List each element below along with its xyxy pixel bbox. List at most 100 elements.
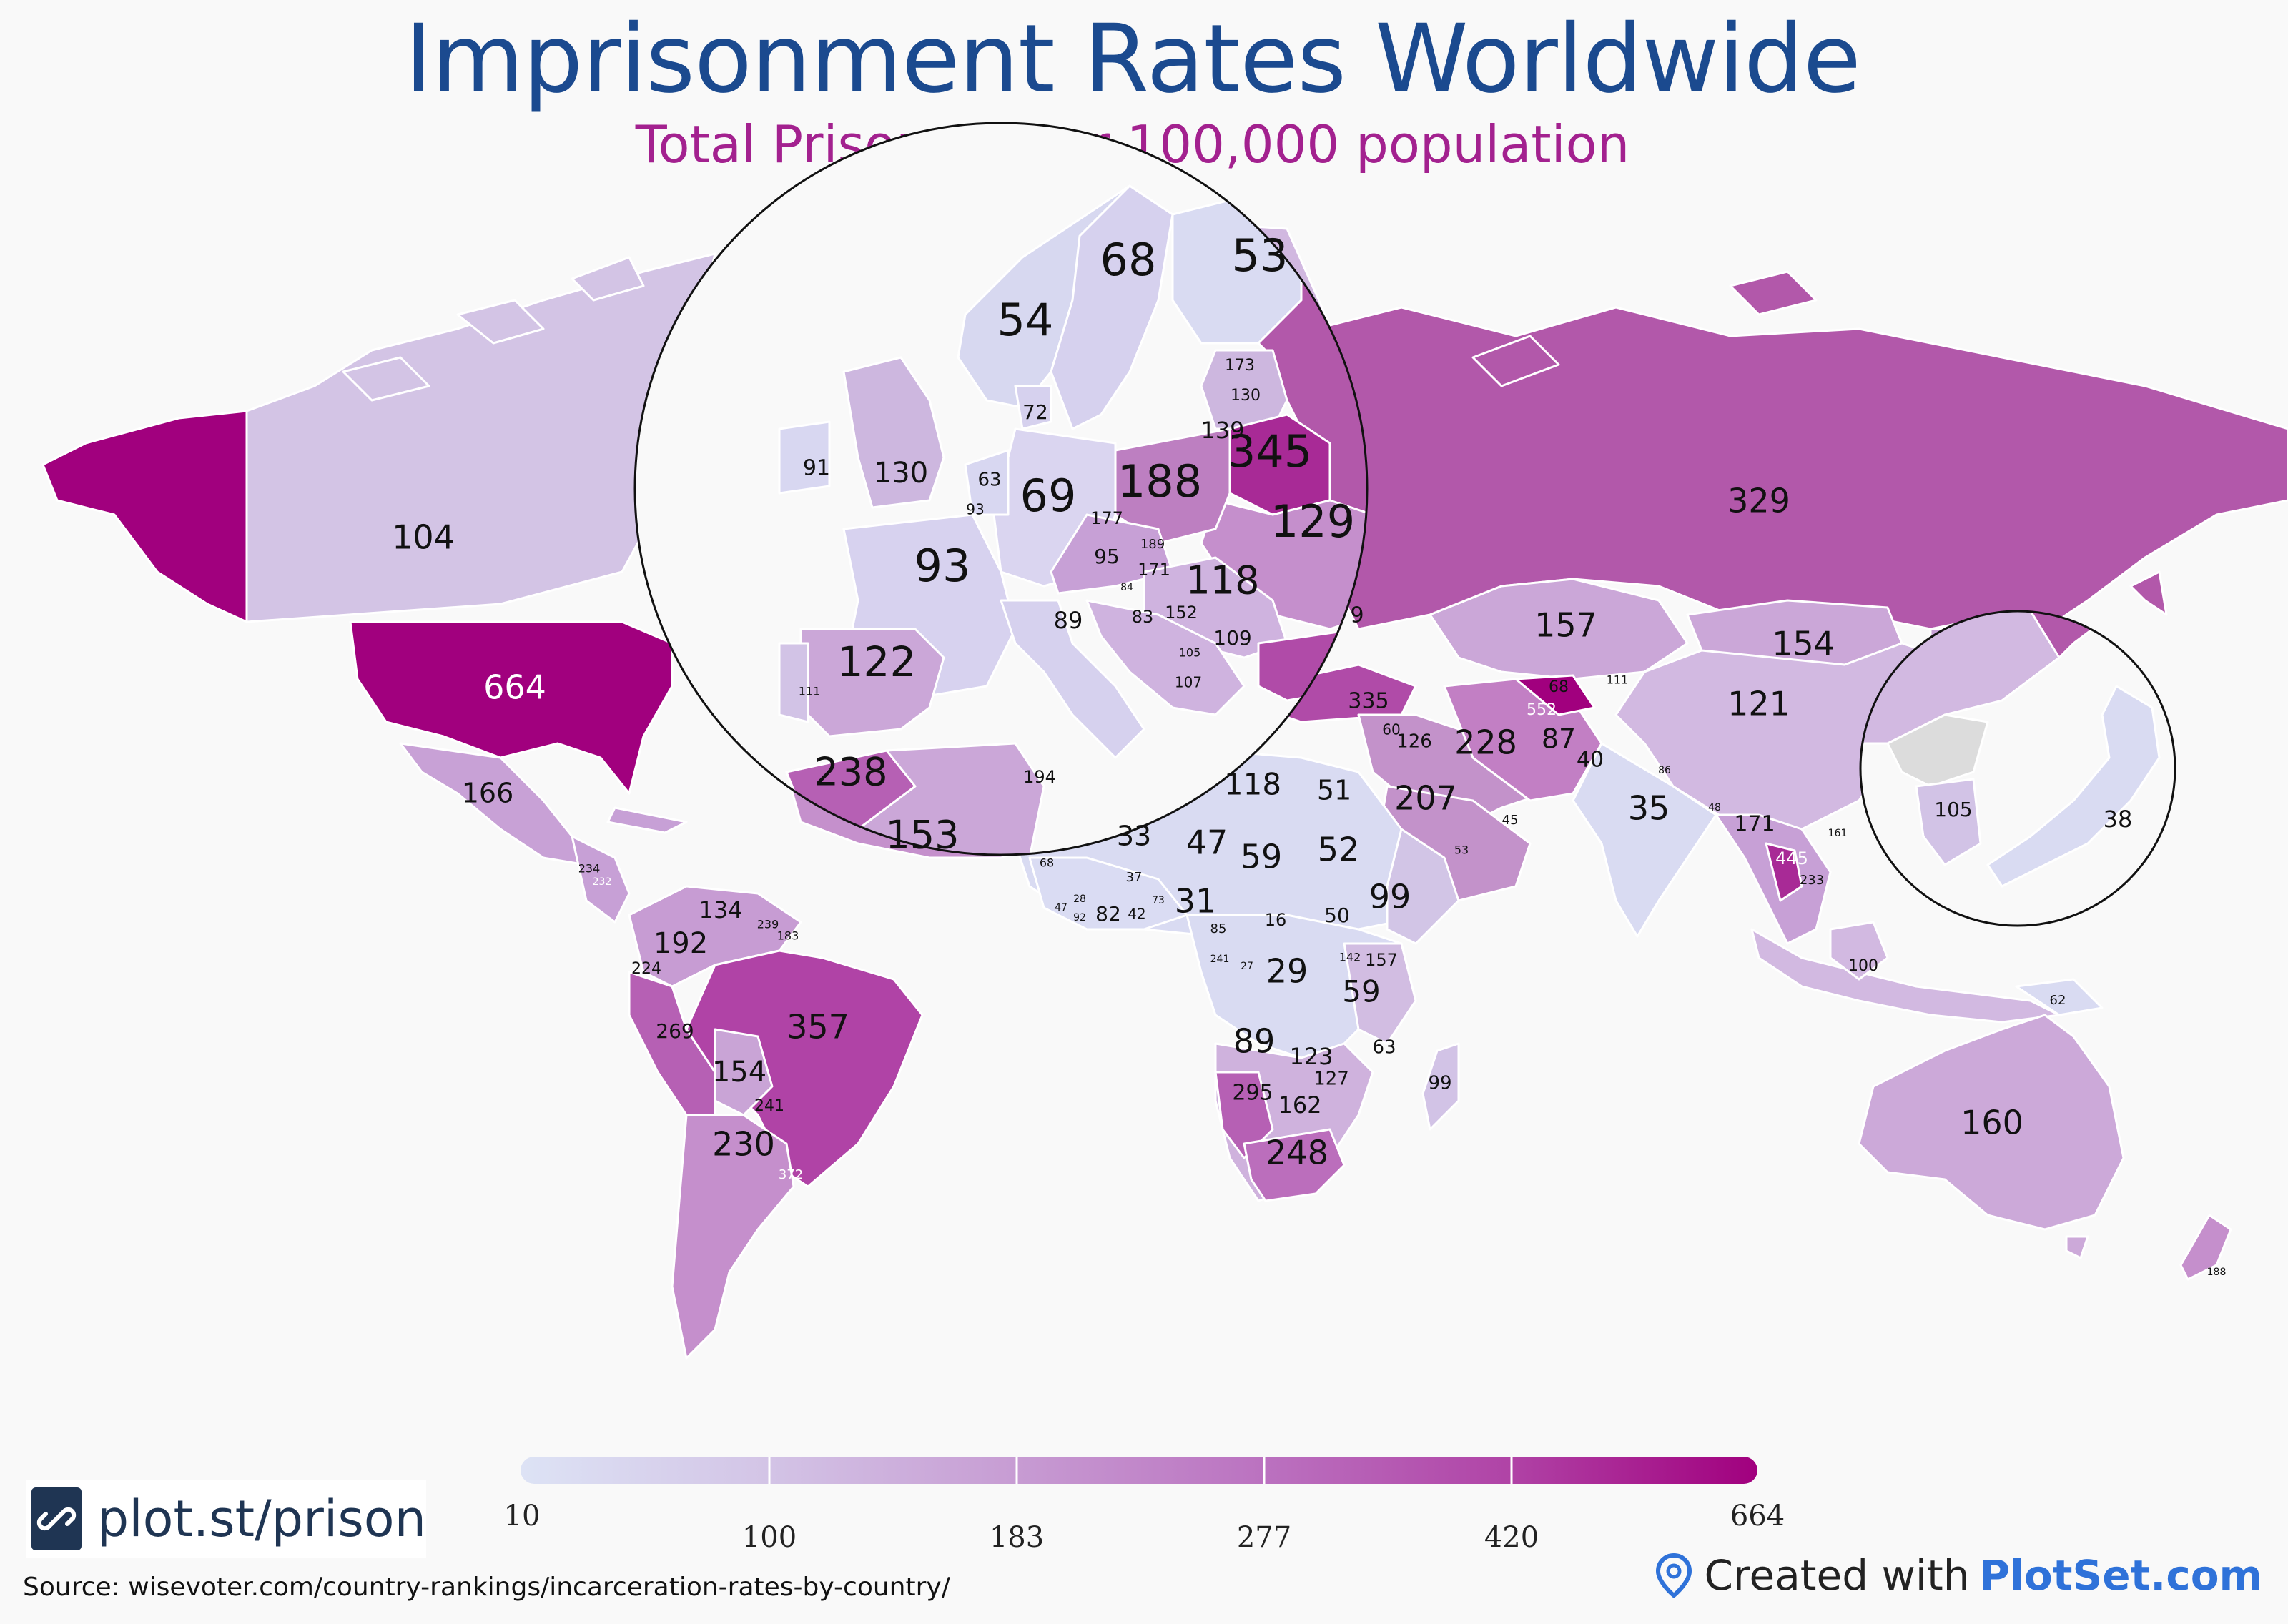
region-canada xyxy=(245,252,716,623)
plot-link-badge[interactable]: plot.st/prison xyxy=(26,1480,426,1558)
plot-link-text[interactable]: plot.st/prison xyxy=(97,1490,426,1548)
label-guinea: 92 xyxy=(1073,912,1086,924)
label-belgium: 93 xyxy=(966,501,984,518)
label-gabon: 241 xyxy=(1210,954,1230,965)
label-niger: 33 xyxy=(1117,821,1151,852)
label-honduras: 234 xyxy=(578,862,601,876)
region-indonesia xyxy=(1750,928,2061,1024)
label-italy: 89 xyxy=(1054,607,1083,634)
label-myanmar: 171 xyxy=(1734,812,1775,837)
region-png xyxy=(2015,978,2104,1016)
eu-uk xyxy=(842,356,945,509)
label-united-states: 664 xyxy=(483,668,546,707)
label-algeria: 153 xyxy=(885,813,959,858)
label-pakistan: 40 xyxy=(1577,748,1604,773)
eu-ireland xyxy=(778,420,831,495)
europe-inset xyxy=(635,123,1367,855)
label-north-macedonia: 105 xyxy=(1179,646,1201,660)
region-se-asia xyxy=(1715,813,1832,945)
legend-stop-label: 100 xyxy=(741,1521,797,1554)
credit-brand[interactable]: PlotSet.com xyxy=(1979,1551,2263,1600)
label-uruguay: 372 xyxy=(779,1167,803,1182)
region-russia xyxy=(1286,306,2288,630)
label-paraguay: 241 xyxy=(754,1097,784,1115)
region-india xyxy=(1572,742,1717,938)
eu-czech-austria xyxy=(1050,513,1174,595)
label-hungary: 171 xyxy=(1138,560,1170,580)
label-chad: 47 xyxy=(1186,823,1228,862)
jp-south-korea xyxy=(1915,778,1982,866)
label-sudan: 59 xyxy=(1241,838,1283,876)
label-latvia: 130 xyxy=(1231,387,1261,405)
legend-stop-label: 183 xyxy=(989,1521,1045,1554)
region-central-america xyxy=(571,835,631,924)
eu-algeria xyxy=(857,742,1045,855)
label-south-sudan: 50 xyxy=(1324,903,1350,927)
label-dr-congo: 29 xyxy=(1266,952,1308,991)
label-china: 121 xyxy=(1727,685,1790,723)
label-bolivia: 154 xyxy=(712,1056,766,1089)
label-malawi: 127 xyxy=(1313,1069,1349,1090)
label-india: 35 xyxy=(1628,789,1670,828)
label-nicaragua: 232 xyxy=(593,876,612,888)
map-title: Imprisonment Rates Worldwide xyxy=(405,4,1861,114)
label-belarus: 345 xyxy=(1228,425,1312,477)
label-senegal: 68 xyxy=(1040,856,1054,870)
label-togo: 73 xyxy=(1152,895,1165,906)
label-slovenia: 84 xyxy=(1120,582,1133,593)
label-saudi-arabia: 207 xyxy=(1394,779,1457,818)
plotset-credit[interactable]: Created with PlotSet.com xyxy=(1654,1551,2262,1600)
region-borneo xyxy=(1829,921,1889,981)
label-argentina: 230 xyxy=(712,1125,775,1164)
label-libya: 51 xyxy=(1317,775,1351,806)
region-mexico xyxy=(399,742,588,866)
region-canada-islands xyxy=(342,256,645,402)
label-suriname: 183 xyxy=(777,929,799,943)
label-moldova: 9 xyxy=(1350,603,1364,628)
japan-inset-border xyxy=(1859,610,2176,927)
label-spain: 122 xyxy=(837,638,917,686)
legend-stop-label: 10 xyxy=(503,1500,541,1533)
label-colombia: 192 xyxy=(654,927,708,960)
eu-denmark xyxy=(1014,385,1052,430)
label-morocco: 238 xyxy=(814,750,887,795)
label-angola: 89 xyxy=(1233,1022,1276,1061)
label-zambia: 123 xyxy=(1289,1043,1333,1070)
legend-stop-label: 420 xyxy=(1484,1521,1539,1554)
label-afghanistan: 87 xyxy=(1542,723,1576,755)
label-canada: 104 xyxy=(392,518,455,557)
label-tanzania: 59 xyxy=(1342,974,1380,1009)
label-south-africa: 248 xyxy=(1266,1134,1328,1172)
label-kazakhstan: 157 xyxy=(1534,606,1597,645)
label-netherlands: 63 xyxy=(977,470,1001,491)
source-note: Source: wisevoter.com/country-rankings/i… xyxy=(23,1573,950,1602)
eu-portugal xyxy=(778,642,809,723)
label-slovakia: 189 xyxy=(1140,537,1165,552)
region-horn xyxy=(1386,828,1460,945)
label-bangladesh: 48 xyxy=(1708,802,1721,813)
label-botswana: 162 xyxy=(1278,1091,1321,1119)
legend-stop-label: 664 xyxy=(1730,1500,1785,1533)
europe-inset-border xyxy=(633,122,1369,856)
label-portugal: 111 xyxy=(799,685,821,698)
label-mongolia: 154 xyxy=(1772,625,1835,663)
label-turkey: 335 xyxy=(1348,689,1389,714)
label-japan: 38 xyxy=(2104,806,2133,833)
region-south-africa xyxy=(1243,1128,1346,1202)
label-norway: 54 xyxy=(997,294,1054,346)
legend-stop-label: 277 xyxy=(1236,1521,1292,1554)
region-cuba xyxy=(606,806,688,834)
label-mali: 37 xyxy=(1126,870,1143,885)
label-france: 93 xyxy=(914,540,971,592)
label-ecuador: 224 xyxy=(631,960,661,978)
region-west-africa xyxy=(1028,856,1188,931)
label-ukraine: 129 xyxy=(1271,495,1355,548)
label-austria: 95 xyxy=(1094,545,1120,568)
label-iran: 228 xyxy=(1454,723,1517,762)
label-ghana: 42 xyxy=(1128,906,1145,923)
label-turkmenistan: 552 xyxy=(1527,701,1557,719)
label-mozambique: 63 xyxy=(1372,1037,1396,1059)
region-thailand xyxy=(1765,842,1803,902)
label-romania: 118 xyxy=(1185,558,1259,603)
label-lebanon: 60 xyxy=(1382,721,1400,738)
